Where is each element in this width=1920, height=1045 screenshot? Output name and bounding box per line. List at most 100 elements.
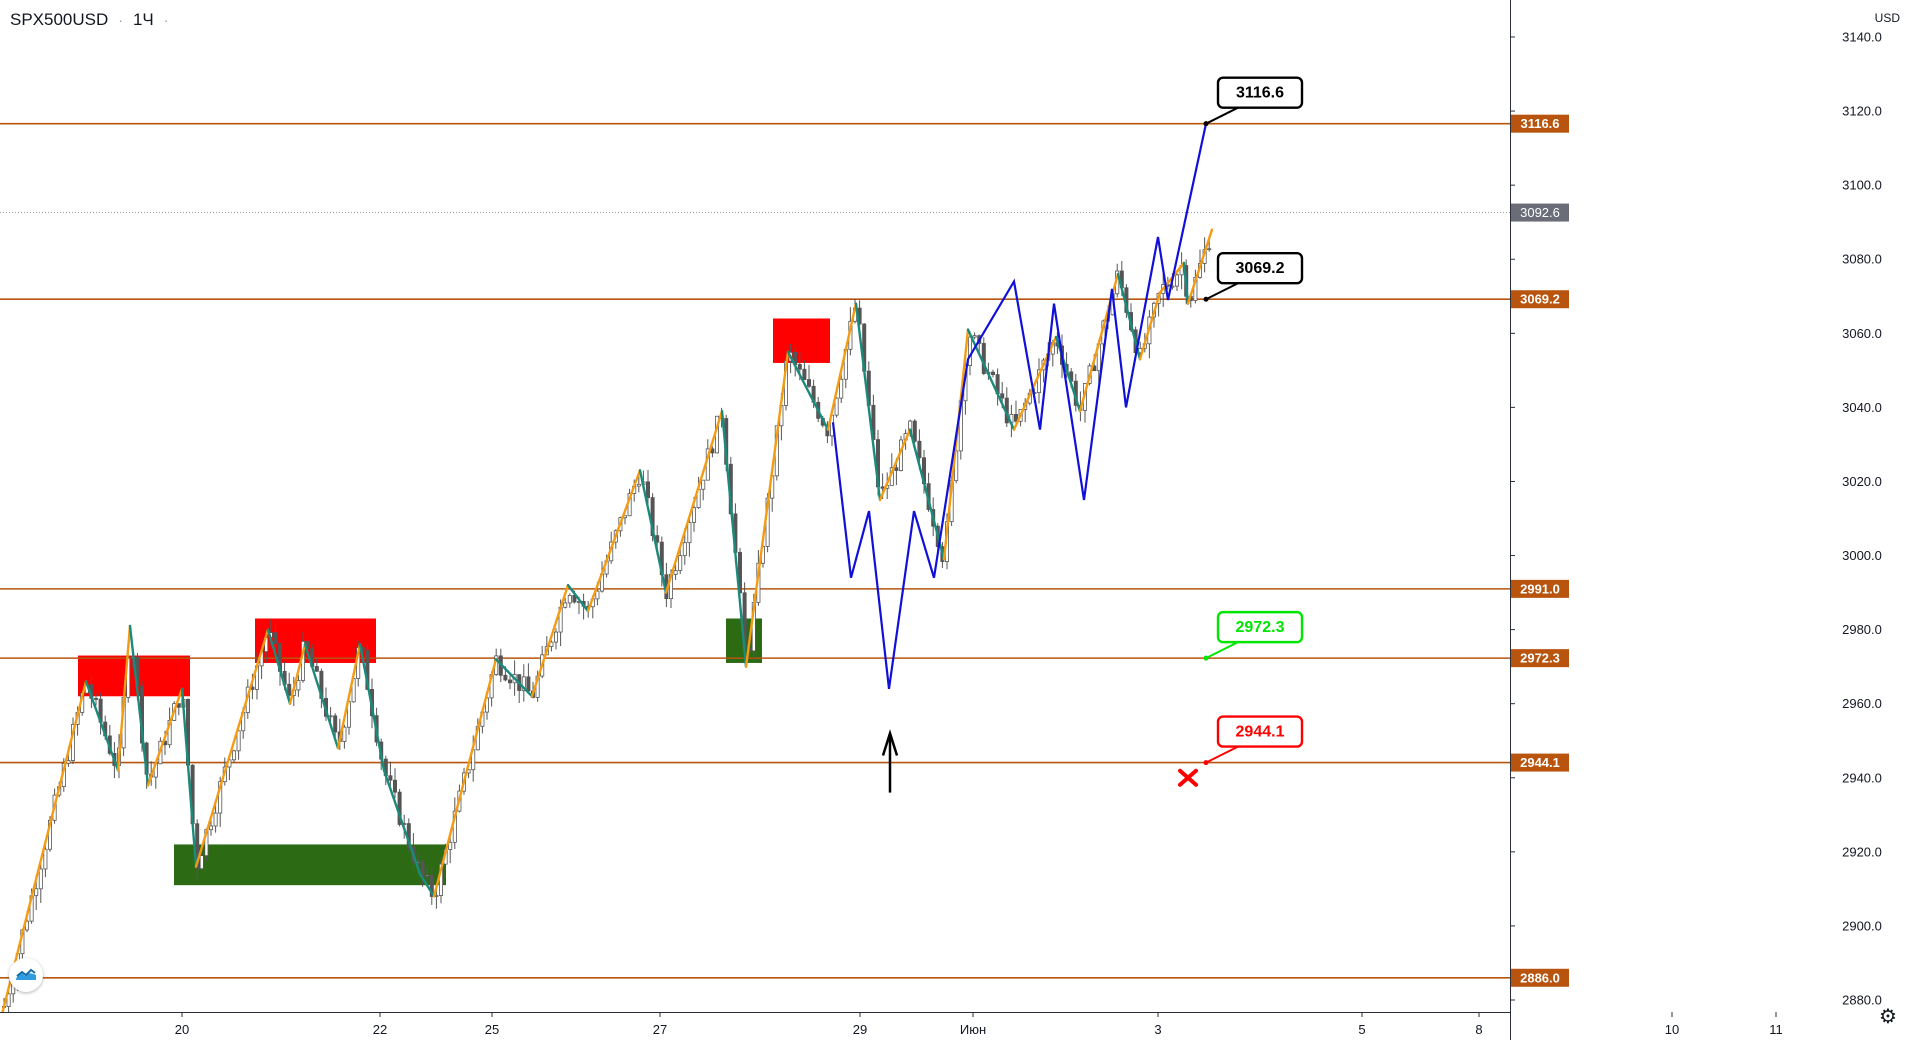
candle xyxy=(1175,272,1180,292)
candle-body xyxy=(6,993,11,1007)
candle-body xyxy=(503,674,508,681)
candle-body xyxy=(420,861,425,877)
candle-body xyxy=(38,868,43,890)
candle-body xyxy=(692,507,697,523)
price-callout[interactable]: 3069.2 xyxy=(1203,252,1304,302)
last-price-label: 3092.6 xyxy=(1520,205,1560,220)
zigzag-down-segment[interactable] xyxy=(854,302,882,502)
zigzag-up-segment[interactable] xyxy=(1138,291,1162,361)
time-axis[interactable] xyxy=(0,1012,1510,1040)
callout-anchor xyxy=(1203,760,1209,766)
time-tick-label: 22 xyxy=(373,1022,387,1037)
candle xyxy=(687,518,692,557)
candle-body xyxy=(894,467,899,471)
callout-label: 2972.3 xyxy=(1236,619,1285,636)
zigzag-down-segment[interactable] xyxy=(180,687,198,868)
callout-box xyxy=(1216,76,1304,109)
candle xyxy=(236,730,241,760)
marks-layer xyxy=(881,729,1198,793)
zigzag-down-segment[interactable] xyxy=(266,628,292,705)
settings-gear-icon[interactable]: ⚙ xyxy=(1879,1006,1897,1028)
candle xyxy=(425,866,430,882)
candle-body xyxy=(1014,413,1019,422)
price-tick-label: 3120.0 xyxy=(1842,104,1882,119)
candle-body xyxy=(834,397,839,416)
zigzag-down-segment[interactable] xyxy=(84,680,120,772)
interval-label[interactable]: 1Ч xyxy=(132,10,154,29)
zigzag-up-segment[interactable] xyxy=(530,583,570,698)
zigzag-up-segment[interactable] xyxy=(826,302,858,431)
zigzag-up-segment[interactable] xyxy=(1186,228,1214,305)
up-arrow-head xyxy=(881,729,899,756)
zigzag-down-segment[interactable] xyxy=(128,624,150,787)
callout-pointer xyxy=(1205,282,1239,301)
candle-body xyxy=(807,379,812,387)
zigzag-down-segment[interactable] xyxy=(303,643,340,750)
price-tick-label: 3060.0 xyxy=(1842,326,1882,341)
time-tick-label: 10 xyxy=(1665,1022,1679,1037)
candle-body xyxy=(554,631,559,643)
candle xyxy=(43,843,48,878)
callout-anchor xyxy=(1203,655,1209,661)
zigzag-up-segment[interactable] xyxy=(116,624,132,772)
candle-body xyxy=(213,812,218,827)
candle-body xyxy=(636,483,641,487)
level-axis-label: 3116.6 xyxy=(1520,116,1559,131)
forecast-path[interactable] xyxy=(831,123,1208,690)
zigzag-up-segment[interactable] xyxy=(744,350,790,668)
zigzag-up-segment[interactable] xyxy=(288,643,307,705)
demand-zone[interactable] xyxy=(174,844,446,886)
candle-body xyxy=(388,775,393,781)
zigzag-down-segment[interactable] xyxy=(1116,272,1142,361)
candle xyxy=(314,658,319,672)
candle-body xyxy=(991,371,996,376)
price-callout[interactable]: 2972.3 xyxy=(1203,610,1304,661)
candle-body xyxy=(673,570,678,575)
zigzag-down-segment[interactable] xyxy=(418,872,436,898)
zigzag-down-segment[interactable] xyxy=(494,658,534,698)
candle xyxy=(567,593,572,608)
zigzag-up-segment[interactable] xyxy=(586,469,642,613)
candle xyxy=(1014,400,1019,425)
zigzag-up-segment[interactable] xyxy=(664,409,724,594)
tradingview-logo-icon[interactable] xyxy=(9,958,43,992)
zigzag-down-segment[interactable] xyxy=(638,469,668,594)
candle-body xyxy=(526,676,531,692)
zigzag-down-segment[interactable] xyxy=(1182,261,1190,305)
zigzag-up-segment[interactable] xyxy=(942,328,970,561)
candle xyxy=(526,663,531,692)
candle-body xyxy=(563,602,568,608)
zigzag-up-segment[interactable] xyxy=(336,643,362,750)
candle-body xyxy=(1037,369,1042,394)
candle-body xyxy=(342,726,347,742)
zigzag-up-segment[interactable] xyxy=(194,628,270,868)
candle-body xyxy=(43,848,48,870)
level-axis-label: 2991.0 xyxy=(1520,581,1560,596)
price-callout[interactable]: 3116.6 xyxy=(1203,76,1304,127)
zigzag-down-segment[interactable] xyxy=(358,643,386,772)
zigzag-down-segment[interactable] xyxy=(786,350,830,431)
supply-zone[interactable] xyxy=(773,318,830,363)
time-tick-label: 3 xyxy=(1154,1022,1161,1037)
price-axis[interactable] xyxy=(1510,0,1920,1040)
zigzag-up-segment[interactable] xyxy=(146,687,184,787)
level-axis-label: 2944.1 xyxy=(1520,755,1560,770)
symbol-title[interactable]: SPX500USD · 1Ч · xyxy=(10,10,168,30)
zigzag-layer xyxy=(0,228,1214,1024)
price-callout[interactable]: 2944.1 xyxy=(1203,715,1304,766)
zigzag-down-segment[interactable] xyxy=(908,428,946,561)
levels-layer xyxy=(0,122,1510,979)
price-tick-label: 2980.0 xyxy=(1842,622,1882,637)
zigzag-up-segment[interactable] xyxy=(432,658,498,898)
zigzag-down-segment[interactable] xyxy=(966,328,1016,431)
zigzag-down-segment[interactable] xyxy=(566,583,590,613)
price-tick-label: 3080.0 xyxy=(1842,252,1882,267)
zigzag-down-segment[interactable] xyxy=(720,409,748,668)
zigzag-down-segment[interactable] xyxy=(382,769,422,876)
zigzag-up-segment[interactable] xyxy=(878,428,912,502)
candle xyxy=(1004,387,1009,427)
candle-body xyxy=(972,335,977,338)
candle-body xyxy=(678,555,683,571)
